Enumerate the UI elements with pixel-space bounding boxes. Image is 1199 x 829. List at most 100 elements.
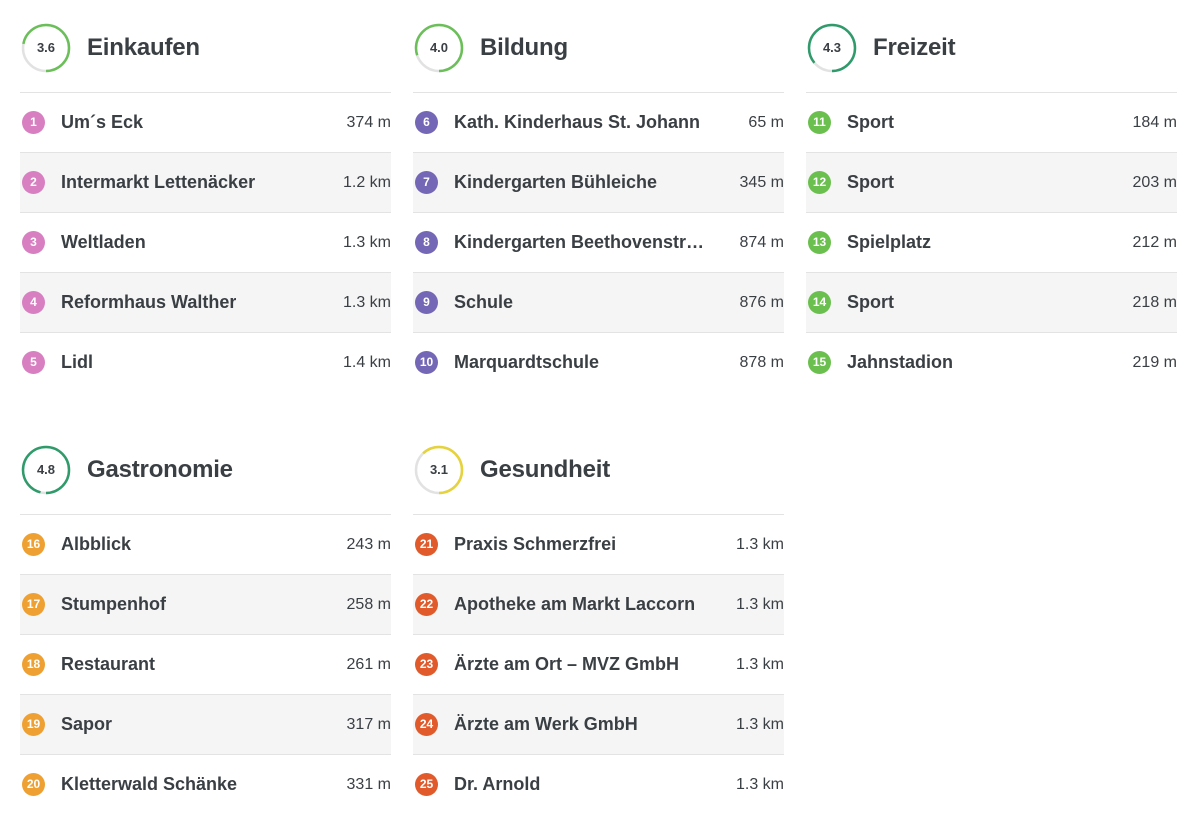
- poi-row[interactable]: 15 Jahnstadion 219 m: [806, 333, 1177, 392]
- poi-number-badge: 7: [415, 171, 438, 194]
- score-gauge-icon: [807, 23, 857, 73]
- poi-distance: 374 m: [346, 114, 391, 131]
- poi-number-badge: 18: [22, 653, 45, 676]
- category-bildung: 4.0 Bildung 6 Kath. Kinderhaus St. Johann 65…: [413, 0, 784, 392]
- poi-row[interactable]: 16 Albblick 243 m: [20, 515, 391, 575]
- score-gauge-fill: [807, 23, 857, 73]
- poi-name: Ärzte am Ort – MVZ GmbH: [454, 654, 680, 674]
- poi-row[interactable]: 7 Kindergarten Bühleiche 345 m: [413, 153, 784, 213]
- poi-row[interactable]: 12 Sport 203 m: [806, 153, 1177, 213]
- poi-row[interactable]: 24 Ärzte am Werk GmbH 1.3 km: [413, 695, 784, 755]
- poi-distance: 876 m: [739, 294, 784, 311]
- poi-name: Sport: [847, 172, 894, 192]
- poi-row[interactable]: 3 Weltladen 1.3 km: [20, 213, 391, 273]
- poi-row[interactable]: 8 Kindergarten Beethovenstr… 874 m: [413, 213, 784, 273]
- poi-name: Dr. Arnold: [454, 774, 541, 794]
- poi-name: Marquardtschule: [454, 352, 600, 372]
- poi-number-badge: 8: [415, 231, 438, 254]
- poi-name: Kath. Kinderhaus St. Johann: [454, 112, 701, 132]
- poi-row[interactable]: 21 Praxis Schmerzfrei 1.3 km: [413, 515, 784, 575]
- poi-number-badge: 9: [415, 291, 438, 314]
- poi-distance: 184 m: [1132, 114, 1177, 131]
- poi-distance: 1.2 km: [342, 174, 391, 191]
- score-value: 3.6: [36, 40, 56, 55]
- poi-distance: 1.3 km: [342, 294, 391, 311]
- poi-number-badge: 16: [22, 533, 45, 556]
- poi-name: Lidl: [61, 352, 93, 372]
- category-header: 4.3 Freizeit: [806, 0, 1177, 93]
- score-gauge-icon: [21, 445, 71, 495]
- poi-row[interactable]: 10 Marquardtschule 878 m: [413, 333, 784, 392]
- poi-distance: 331 m: [346, 776, 391, 793]
- poi-distance: 1.3 km: [735, 716, 784, 733]
- poi-name: Kletterwald Schänke: [61, 774, 238, 794]
- poi-row[interactable]: 14 Sport 218 m: [806, 273, 1177, 333]
- poi-name: Weltladen: [61, 232, 146, 252]
- category-title: Einkaufen: [87, 34, 200, 61]
- poi-distance: 1.3 km: [342, 234, 391, 251]
- poi-row[interactable]: 5 Lidl 1.4 km: [20, 333, 391, 392]
- score-gauge-fill: [414, 23, 464, 73]
- poi-row[interactable]: 6 Kath. Kinderhaus St. Johann 65 m: [413, 93, 784, 153]
- poi-distance: 878 m: [739, 354, 784, 371]
- category-title: Bildung: [480, 34, 568, 61]
- poi-name: Sport: [847, 112, 894, 132]
- poi-number-badge: 19: [22, 713, 45, 736]
- poi-distance: 243 m: [346, 536, 391, 553]
- poi-name: Restaurant: [61, 654, 156, 674]
- poi-row[interactable]: 17 Stumpenhof 258 m: [20, 575, 391, 635]
- poi-row[interactable]: 18 Restaurant 261 m: [20, 635, 391, 695]
- category-gastronomie: 4.8 Gastronomie 16 Albblick 243 m 17 Stumpenho…: [20, 422, 391, 814]
- poi-row[interactable]: 23 Ärzte am Ort – MVZ GmbH 1.3 km: [413, 635, 784, 695]
- poi-distance: 1.3 km: [735, 776, 784, 793]
- poi-row[interactable]: 25 Dr. Arnold 1.3 km: [413, 755, 784, 814]
- poi-name: Jahnstadion: [847, 352, 954, 372]
- poi-number-badge: 20: [22, 773, 45, 796]
- score-ring: 4.3: [806, 22, 858, 74]
- category-gesundheit: 3.1 Gesundheit 21 Praxis Schmerzfrei 1.3 km 2…: [413, 422, 784, 814]
- poi-name: Sport: [847, 292, 894, 312]
- poi-distance: 1.4 km: [342, 354, 391, 371]
- poi-row[interactable]: 20 Kletterwald Schänke 331 m: [20, 755, 391, 814]
- score-gauge-fill: [21, 23, 71, 73]
- score-gauge-icon: [414, 23, 464, 73]
- score-value: 3.1: [429, 462, 449, 477]
- poi-name: Ärzte am Werk GmbH: [454, 714, 638, 734]
- poi-distance: 317 m: [346, 716, 391, 733]
- category-title: Gastronomie: [87, 456, 233, 483]
- poi-row[interactable]: 13 Spielplatz 212 m: [806, 213, 1177, 273]
- poi-distance: 219 m: [1132, 354, 1177, 371]
- poi-row[interactable]: 22 Apotheke am Markt Laccorn 1.3 km: [413, 575, 784, 635]
- category-header: 3.6 Einkaufen: [20, 0, 391, 93]
- poi-row[interactable]: 11 Sport 184 m: [806, 93, 1177, 153]
- poi-name: Schule: [454, 292, 514, 312]
- poi-number-badge: 6: [415, 111, 438, 134]
- poi-distance: 203 m: [1132, 174, 1177, 191]
- poi-number-badge: 14: [808, 291, 831, 314]
- poi-number-badge: 23: [415, 653, 438, 676]
- score-value: 4.3: [822, 40, 842, 55]
- poi-number-badge: 1: [22, 111, 45, 134]
- poi-number-badge: 5: [22, 351, 45, 374]
- poi-number-badge: 17: [22, 593, 45, 616]
- category-header: 3.1 Gesundheit: [413, 422, 784, 515]
- category-title: Freizeit: [873, 34, 956, 61]
- score-ring: 4.0: [413, 22, 465, 74]
- poi-row[interactable]: 2 Intermarkt Lettenäcker 1.2 km: [20, 153, 391, 213]
- poi-row[interactable]: 1 Um´s Eck 374 m: [20, 93, 391, 153]
- poi-name: Spielplatz: [847, 232, 932, 252]
- poi-number-badge: 24: [415, 713, 438, 736]
- poi-name: Um´s Eck: [61, 112, 144, 132]
- poi-row[interactable]: 19 Sapor 317 m: [20, 695, 391, 755]
- poi-name: Intermarkt Lettenäcker: [61, 172, 256, 192]
- poi-name: Kindergarten Beethovenstr…: [454, 232, 705, 252]
- poi-number-badge: 12: [808, 171, 831, 194]
- poi-row[interactable]: 4 Reformhaus Walther 1.3 km: [20, 273, 391, 333]
- category-title: Gesundheit: [480, 456, 611, 483]
- poi-name: Stumpenhof: [61, 594, 166, 614]
- poi-name: Sapor: [61, 714, 113, 734]
- poi-row[interactable]: 9 Schule 876 m: [413, 273, 784, 333]
- score-value: 4.8: [36, 462, 56, 477]
- category-header: 4.0 Bildung: [413, 0, 784, 93]
- score-ring: 3.1: [413, 444, 465, 496]
